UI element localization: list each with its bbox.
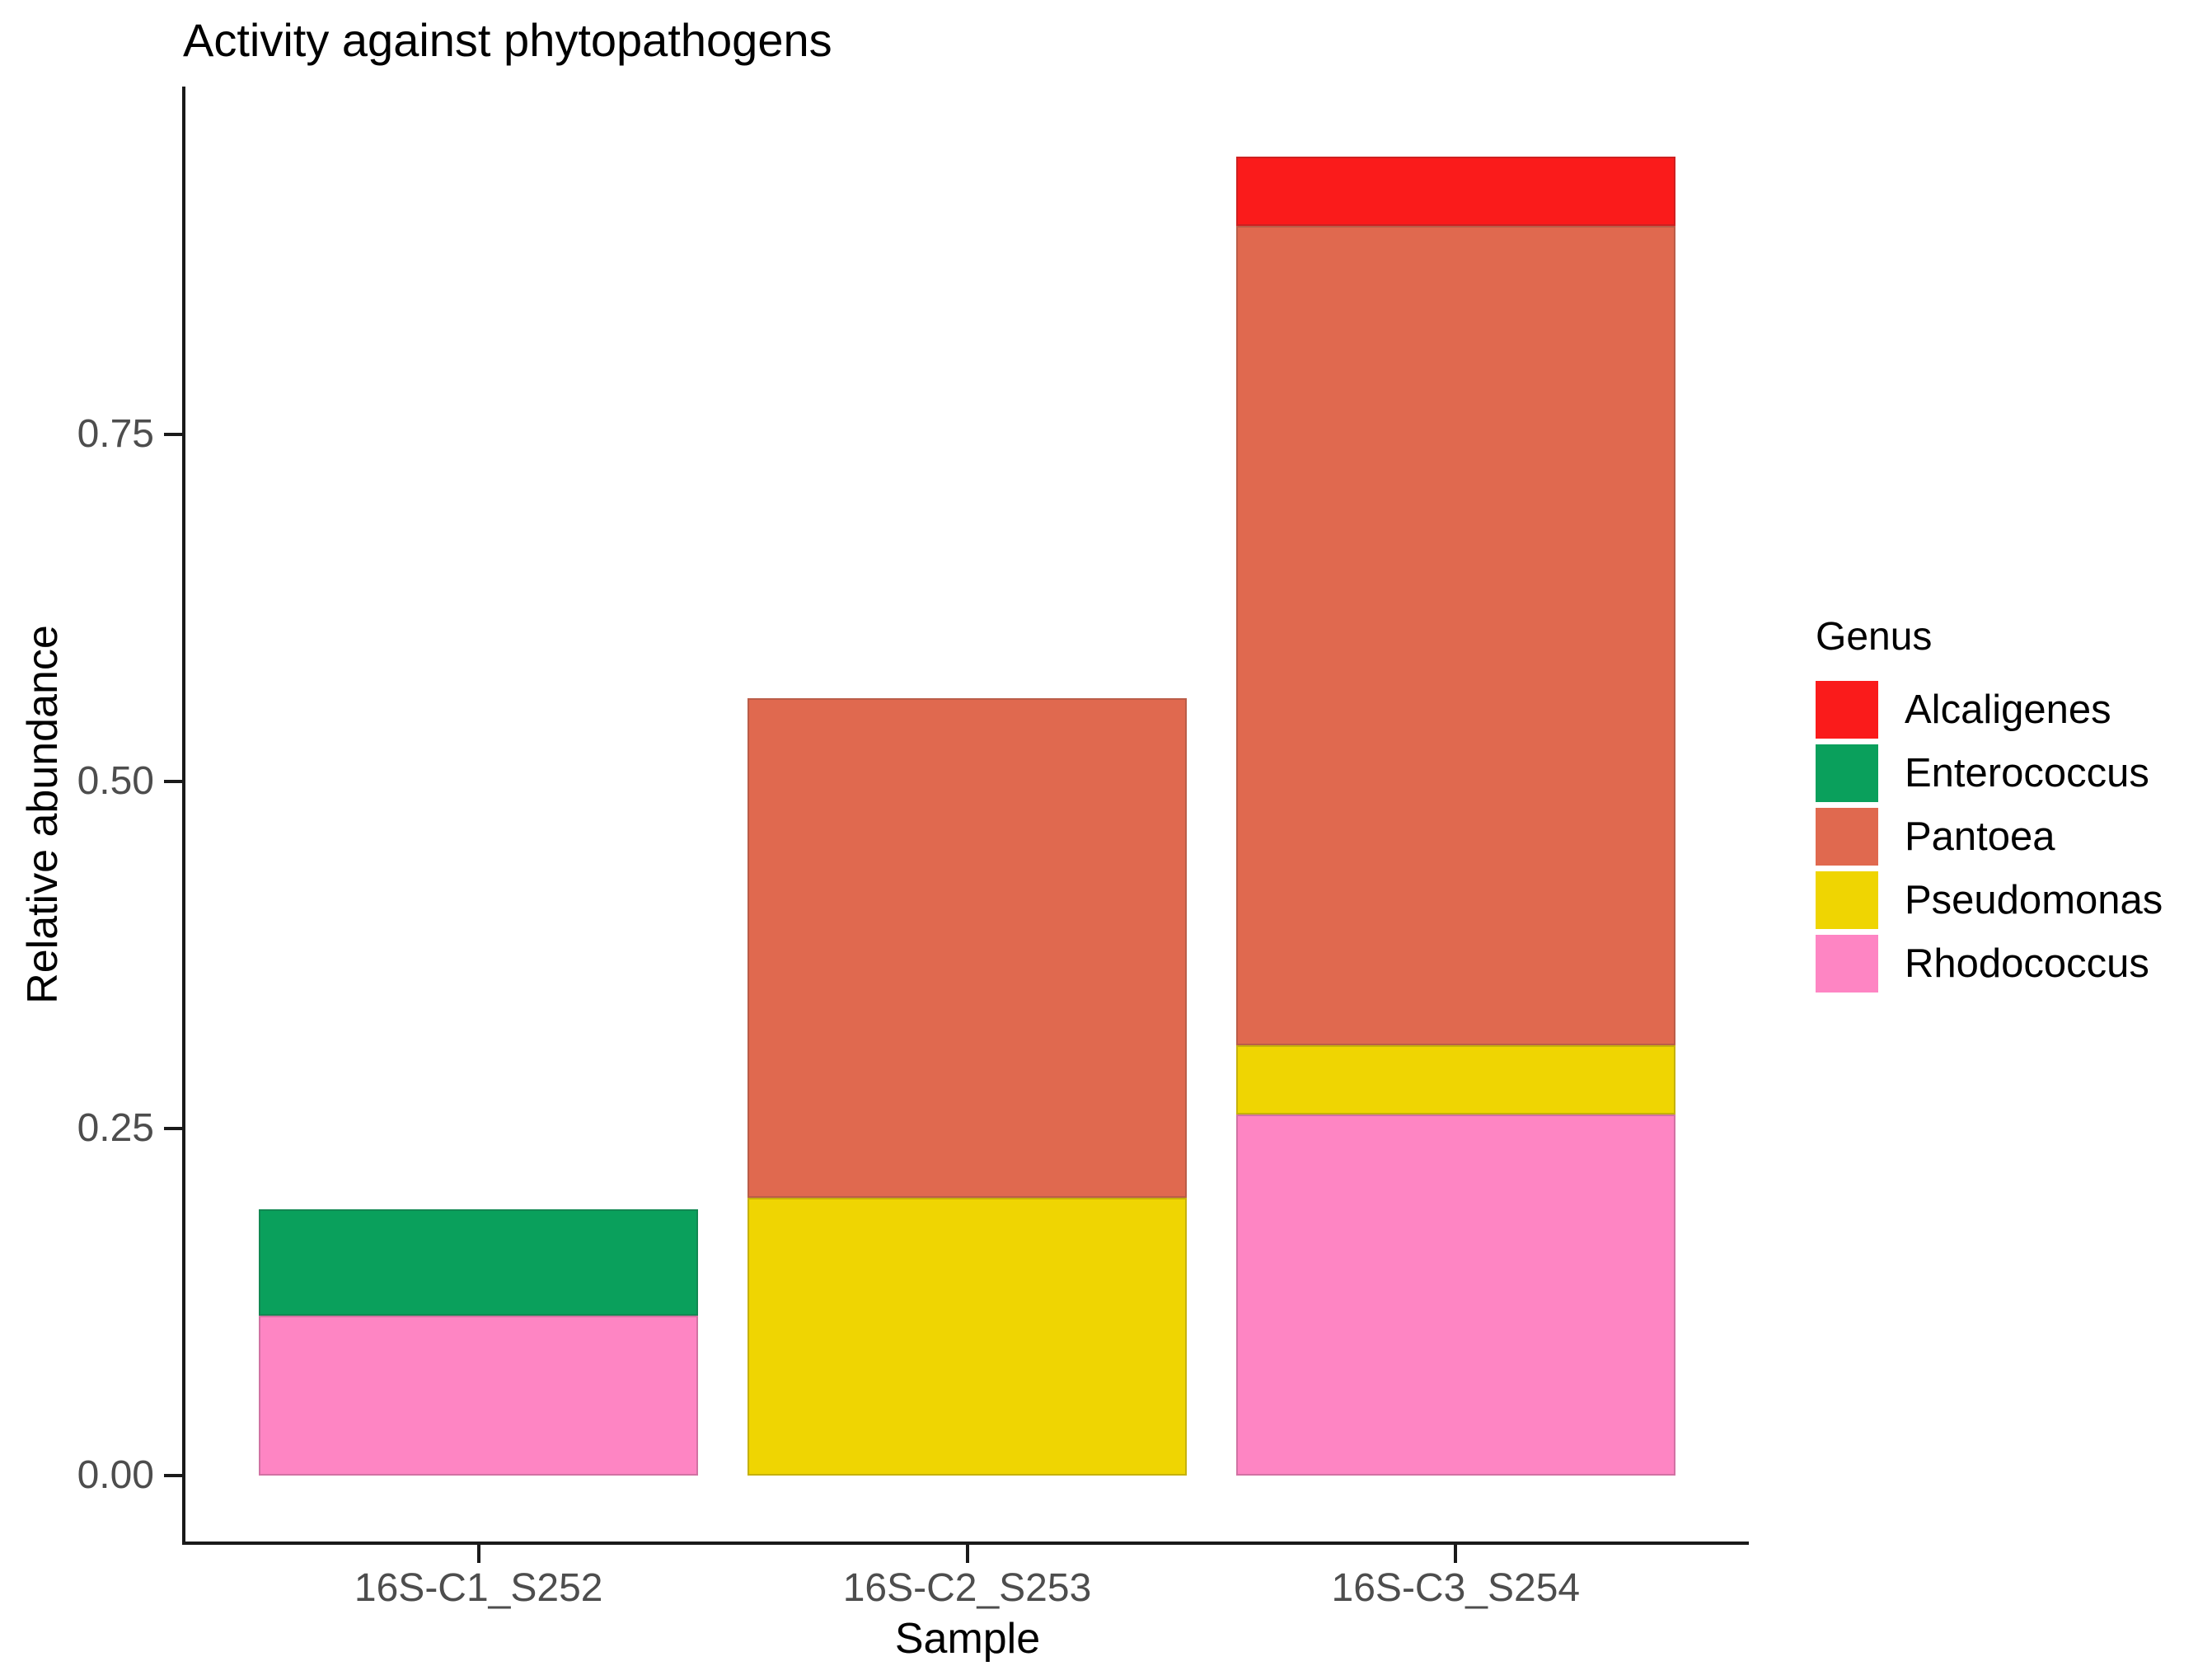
- legend-item-pantoea: Pantoea: [1816, 808, 2163, 866]
- y-tick-label: 0.00: [77, 1453, 154, 1497]
- bar-segment-pseudomonas: [1235, 1044, 1676, 1115]
- legend-label: Pseudomonas: [1905, 878, 2163, 922]
- legend-item-pseudomonas: Pseudomonas: [1816, 871, 2163, 929]
- bar-segment-pseudomonas: [747, 1198, 1188, 1476]
- y-axis-line: [182, 87, 185, 1545]
- legend-key-swatch: [1816, 871, 1878, 929]
- legend-label: Alcaligenes: [1905, 687, 2111, 732]
- bar-segment-rhodococcus: [258, 1316, 699, 1476]
- legend-item-alcaligenes: Alcaligenes: [1816, 681, 2163, 739]
- y-tick-label: 0.25: [77, 1106, 154, 1150]
- y-axis-title: Relative abundance: [19, 625, 67, 1004]
- x-tick-label: 16S-C1_S252: [354, 1566, 603, 1610]
- chart-title: Activity against phytopathogens: [183, 14, 832, 66]
- y-tick-mark: [164, 1127, 185, 1130]
- x-tick-label: 16S-C3_S254: [1331, 1566, 1581, 1610]
- legend-title: Genus: [1816, 615, 1933, 659]
- y-tick-mark: [164, 1474, 185, 1477]
- bar-segment-enterococcus: [258, 1208, 699, 1316]
- x-tick-mark: [1454, 1545, 1458, 1563]
- bar-segment-alcaligenes: [1235, 157, 1676, 227]
- legend-items: Alcaligenes Enterococcus Pantoea Pseudomona…: [1816, 681, 2163, 993]
- y-tick-mark: [164, 780, 185, 783]
- legend-key-swatch: [1816, 935, 1878, 993]
- bar-segment-pantoea: [747, 697, 1188, 1199]
- x-tick-label: 16S-C2_S253: [842, 1566, 1092, 1610]
- bar-segment-rhodococcus: [1235, 1115, 1676, 1476]
- x-tick-mark: [965, 1545, 969, 1563]
- legend-item-enterococcus: Enterococcus: [1816, 744, 2163, 802]
- bar-segment-pantoea: [1235, 226, 1676, 1045]
- legend-key-swatch: [1816, 681, 1878, 739]
- legend-item-rhodococcus: Rhodococcus: [1816, 935, 2163, 993]
- legend: Genus Alcaligenes Enterococcus Pantoea Pseu…: [1816, 614, 2163, 998]
- legend-key-swatch: [1816, 744, 1878, 802]
- y-tick-label: 0.75: [77, 412, 154, 456]
- legend-key-swatch: [1816, 808, 1878, 866]
- legend-label: Enterococcus: [1905, 751, 2149, 795]
- x-axis-title: Sample: [894, 1615, 1041, 1663]
- y-tick-label: 0.50: [77, 759, 154, 803]
- y-tick-mark: [164, 433, 185, 436]
- x-axis-line: [182, 1542, 1749, 1545]
- x-tick-mark: [476, 1545, 480, 1563]
- legend-label: Rhodococcus: [1905, 941, 2149, 986]
- legend-label: Pantoea: [1905, 814, 2055, 859]
